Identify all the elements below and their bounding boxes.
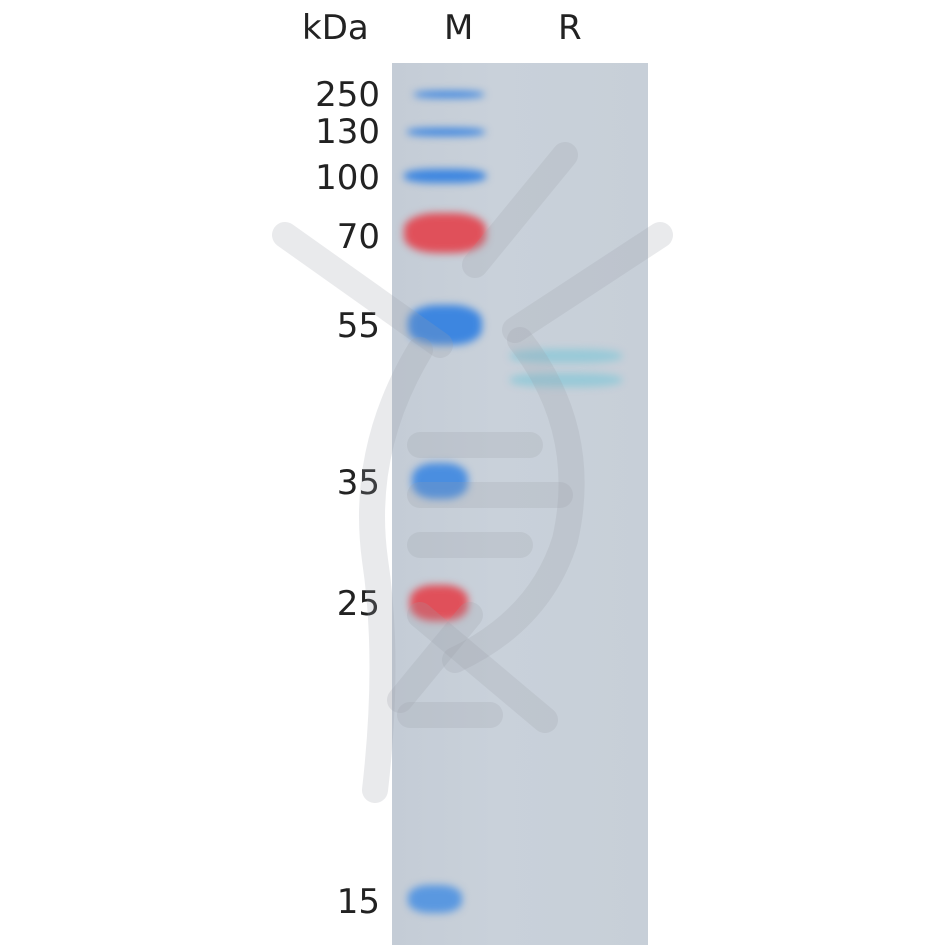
sample-band-upper (510, 349, 622, 363)
kda-label: kDa (302, 8, 369, 48)
marker-band-55 (408, 305, 482, 345)
marker-band-250 (414, 91, 484, 98)
marker-band-15 (408, 885, 462, 913)
gel-image (392, 63, 648, 945)
sample-band-lower (510, 373, 622, 387)
marker-band-35 (412, 463, 468, 499)
mw-label-35: 35 (336, 463, 380, 503)
mw-label-15: 15 (336, 882, 380, 922)
lane-label-marker: M (444, 8, 474, 48)
mw-label-250: 250 (315, 75, 380, 115)
marker-band-100 (404, 169, 486, 183)
marker-band-25 (410, 585, 468, 621)
mw-label-70: 70 (336, 217, 380, 257)
marker-band-70 (404, 213, 486, 253)
mw-label-55: 55 (336, 306, 380, 346)
lane-label-sample: R (558, 8, 582, 48)
mw-label-130: 130 (315, 112, 380, 152)
mw-label-25: 25 (336, 584, 380, 624)
marker-band-130 (407, 128, 485, 136)
mw-label-100: 100 (315, 158, 380, 198)
